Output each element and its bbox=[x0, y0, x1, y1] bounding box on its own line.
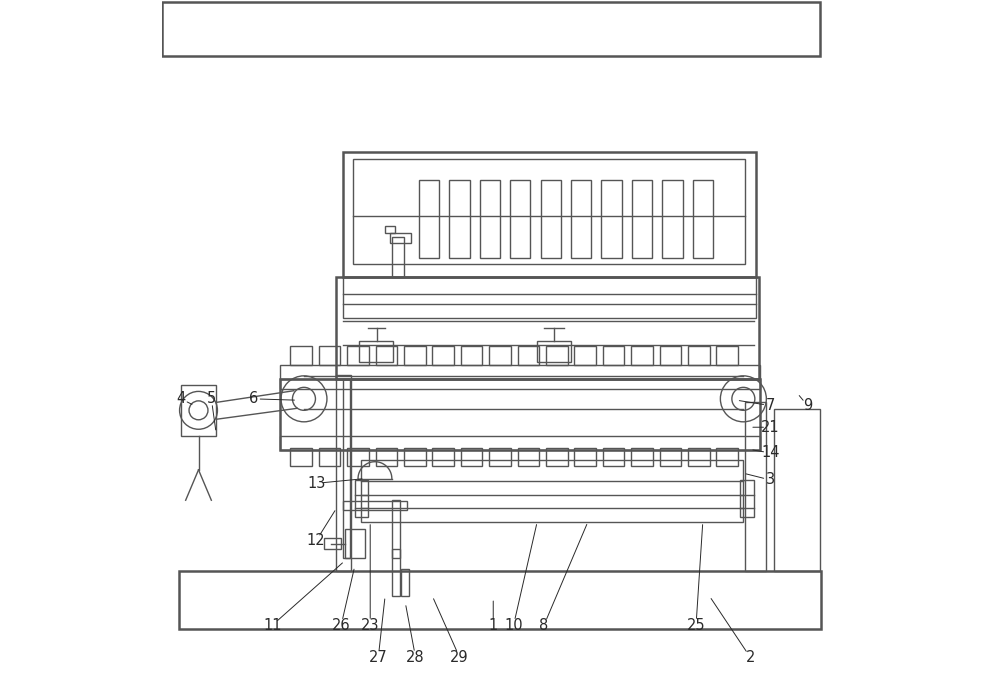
Text: 14: 14 bbox=[761, 445, 780, 460]
Text: 8: 8 bbox=[539, 618, 549, 633]
Bar bbox=[574, 448, 596, 466]
Bar bbox=[745, 402, 766, 571]
Bar bbox=[518, 448, 539, 466]
Bar bbox=[571, 180, 591, 258]
Text: 26: 26 bbox=[332, 618, 350, 633]
Text: 27: 27 bbox=[369, 650, 388, 665]
Text: 4: 4 bbox=[176, 391, 186, 406]
Bar bbox=[385, 226, 395, 233]
Bar bbox=[716, 448, 738, 466]
Text: 7: 7 bbox=[766, 398, 775, 413]
Bar bbox=[162, 2, 820, 55]
Bar bbox=[404, 346, 426, 365]
Text: 23: 23 bbox=[361, 618, 379, 633]
Text: 5: 5 bbox=[207, 391, 216, 406]
Bar bbox=[401, 569, 409, 596]
Bar bbox=[541, 180, 561, 258]
Bar bbox=[432, 448, 454, 466]
Bar bbox=[740, 480, 754, 517]
Bar bbox=[461, 448, 482, 466]
Bar bbox=[290, 448, 312, 466]
Bar bbox=[693, 180, 713, 258]
Text: 6: 6 bbox=[249, 391, 258, 406]
Bar bbox=[688, 346, 710, 365]
Bar bbox=[392, 237, 404, 277]
Bar bbox=[480, 180, 500, 258]
Bar bbox=[603, 448, 624, 466]
Bar bbox=[432, 346, 454, 365]
Text: 13: 13 bbox=[307, 476, 325, 491]
Bar bbox=[449, 180, 470, 258]
Bar bbox=[392, 500, 400, 558]
Bar bbox=[343, 277, 756, 318]
Bar bbox=[280, 365, 760, 379]
Bar bbox=[390, 233, 411, 243]
Text: 1: 1 bbox=[489, 618, 498, 633]
Bar bbox=[319, 448, 340, 466]
Bar bbox=[489, 346, 511, 365]
Bar bbox=[392, 549, 400, 596]
Bar bbox=[660, 346, 681, 365]
Bar bbox=[280, 379, 760, 389]
Bar bbox=[359, 341, 393, 362]
Bar bbox=[662, 180, 683, 258]
Bar bbox=[518, 346, 539, 365]
Text: 25: 25 bbox=[687, 618, 705, 633]
Bar bbox=[336, 375, 351, 571]
Bar bbox=[510, 180, 530, 258]
Bar bbox=[546, 448, 568, 466]
Bar bbox=[774, 409, 820, 571]
Bar bbox=[324, 538, 341, 549]
Text: 10: 10 bbox=[504, 618, 523, 633]
Bar bbox=[631, 448, 653, 466]
Bar bbox=[688, 448, 710, 466]
Bar bbox=[537, 341, 571, 362]
Bar bbox=[179, 571, 821, 629]
Text: 9: 9 bbox=[803, 398, 812, 413]
Bar bbox=[280, 379, 760, 450]
Bar bbox=[355, 480, 368, 517]
Bar bbox=[546, 346, 568, 365]
Bar bbox=[601, 180, 622, 258]
Bar bbox=[181, 385, 216, 436]
Bar bbox=[461, 346, 482, 365]
Bar bbox=[631, 346, 653, 365]
Bar bbox=[489, 448, 511, 466]
Bar bbox=[280, 436, 760, 450]
Bar bbox=[343, 501, 407, 510]
Bar bbox=[574, 346, 596, 365]
Bar bbox=[347, 448, 369, 466]
Bar bbox=[290, 346, 312, 365]
Bar bbox=[419, 180, 439, 258]
Bar bbox=[376, 346, 397, 365]
Bar bbox=[347, 346, 369, 365]
Bar bbox=[632, 180, 652, 258]
Text: 12: 12 bbox=[307, 533, 325, 548]
Bar bbox=[343, 379, 350, 558]
Text: 11: 11 bbox=[263, 618, 281, 633]
Bar bbox=[336, 277, 759, 379]
Bar bbox=[353, 159, 745, 264]
Text: 28: 28 bbox=[406, 650, 425, 665]
Bar bbox=[603, 346, 624, 365]
Text: 21: 21 bbox=[761, 420, 780, 435]
Bar bbox=[404, 448, 426, 466]
Text: 3: 3 bbox=[766, 473, 775, 487]
Bar bbox=[716, 346, 738, 365]
Bar bbox=[361, 460, 743, 522]
Bar bbox=[319, 346, 340, 365]
Bar bbox=[343, 152, 756, 277]
Text: 29: 29 bbox=[450, 650, 469, 665]
Bar bbox=[345, 529, 365, 558]
Bar bbox=[376, 448, 397, 466]
Text: 2: 2 bbox=[745, 650, 755, 665]
Bar bbox=[660, 448, 681, 466]
